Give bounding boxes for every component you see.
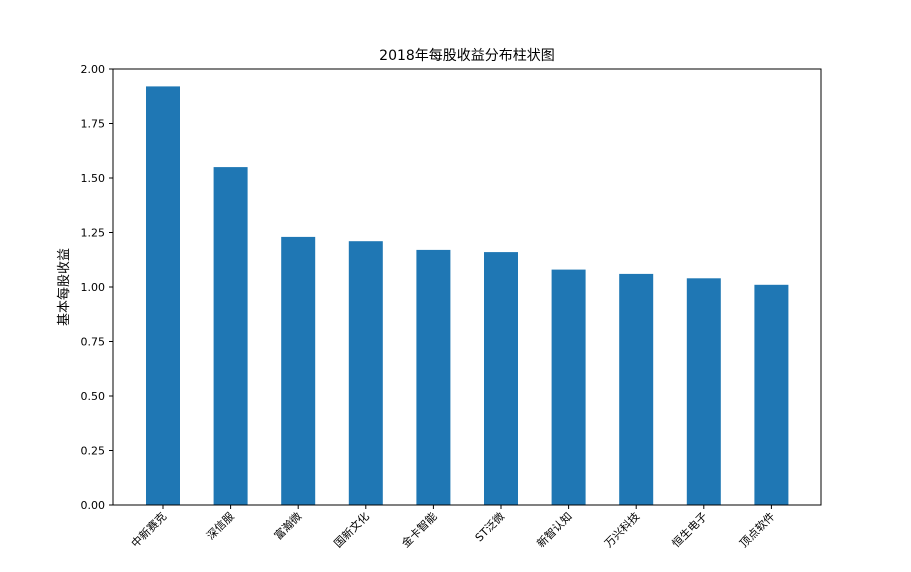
bar (416, 249, 451, 505)
y-axis-label: 基本每股收益 (56, 248, 72, 326)
y-tick-label: 1.75 (81, 118, 106, 131)
x-tick-label: 国新文化 (331, 509, 372, 550)
bar (484, 252, 518, 505)
bar (281, 236, 316, 505)
x-tick-label: 金卡智能 (399, 509, 440, 550)
bar (754, 284, 789, 505)
y-tick-label: 0.75 (81, 336, 106, 349)
y-axis-ticks: 0.00 0.25 0.50 0.75 1.00 1.25 1.50 1.75 2.00 (81, 63, 113, 512)
x-tick-label: ST泛微 (472, 509, 507, 544)
bar (619, 273, 654, 505)
y-tick-label: 2.00 (81, 63, 106, 76)
bar (551, 269, 586, 505)
x-tick-label: 万兴科技 (601, 509, 642, 550)
bar (686, 278, 721, 505)
x-axis-ticks: 中新赛克 深信服 富瀚微 国新文化 金卡智能 ST泛微 新智认知 万兴科技 恒生电子 顶点软件 (128, 505, 778, 550)
x-tick-label: 新智认知 (534, 509, 575, 550)
bars-layer (146, 86, 789, 506)
x-tick-label: 中新赛克 (128, 509, 169, 550)
chart-title: 2018年每股收益分布柱状图 (379, 48, 555, 64)
y-tick-label: 0.50 (81, 390, 106, 403)
x-tick-label: 恒生电子 (669, 509, 710, 550)
x-tick-label: 顶点软件 (737, 509, 778, 550)
y-tick-label: 0.00 (81, 499, 106, 512)
y-tick-label: 1.00 (81, 281, 106, 294)
bar (213, 167, 248, 505)
x-tick-label: 富瀚微 (271, 509, 304, 542)
plot-frame (112, 68, 822, 506)
x-tick-label: 深信服 (204, 510, 237, 543)
y-tick-label: 1.50 (81, 172, 106, 185)
bar (348, 241, 383, 505)
bar (146, 86, 180, 506)
y-tick-label: 0.25 (81, 445, 106, 458)
y-tick-label: 1.25 (81, 227, 106, 240)
